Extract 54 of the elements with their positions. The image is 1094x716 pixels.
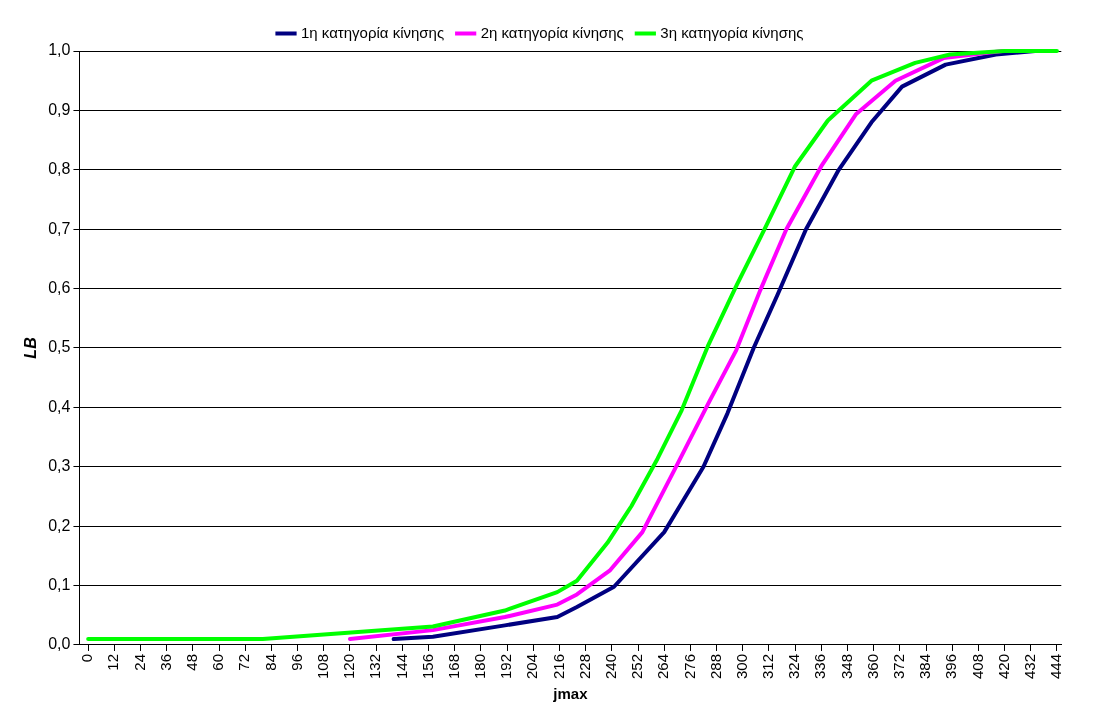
x-tick-label: 48 xyxy=(183,653,201,671)
x-tick-label: 156 xyxy=(418,653,436,679)
legend-label: 1η κατηγορία κίνησης xyxy=(301,23,445,41)
x-tick-label: 408 xyxy=(968,653,986,679)
x-tick-label: 420 xyxy=(994,653,1012,679)
y-tick-label: 0,0 xyxy=(48,635,71,653)
x-tick-label: 180 xyxy=(471,653,489,679)
x-tick-label: 396 xyxy=(942,653,960,679)
x-tick-label: 12 xyxy=(104,653,122,671)
x-tick-label: 240 xyxy=(601,653,619,679)
x-tick-label: 204 xyxy=(523,653,541,679)
legend-label: 3η κατηγορία κίνησης xyxy=(660,23,804,41)
x-tick-label: 144 xyxy=(392,653,410,679)
x-tick-label: 0 xyxy=(78,653,96,663)
x-tick-label: 336 xyxy=(811,653,829,679)
x-tick-label: 228 xyxy=(575,653,593,679)
x-tick-label: 324 xyxy=(785,653,803,679)
y-tick-label: 0,4 xyxy=(48,397,71,415)
x-tick-label: 312 xyxy=(759,653,777,679)
x-tick-label: 36 xyxy=(156,653,174,671)
y-tick-label: 0,8 xyxy=(48,160,71,178)
x-tick-label: 216 xyxy=(549,653,567,679)
x-tick-label: 288 xyxy=(706,653,724,679)
x-tick-label: 384 xyxy=(916,653,934,679)
y-tick-label: 0,9 xyxy=(48,100,71,118)
x-tick-label: 348 xyxy=(837,653,855,679)
x-tick-label: 96 xyxy=(287,653,305,671)
x-tick-label: 444 xyxy=(1047,653,1065,679)
y-tick-label: 0,2 xyxy=(48,516,71,534)
x-tick-label: 60 xyxy=(209,653,227,671)
x-tick-label: 84 xyxy=(261,653,279,671)
x-tick-label: 276 xyxy=(680,653,698,679)
x-tick-label: 192 xyxy=(497,653,515,679)
x-tick-label: 24 xyxy=(130,653,148,671)
x-tick-label: 432 xyxy=(1020,653,1038,679)
y-axis-title: LB xyxy=(22,337,40,359)
x-tick-label: 360 xyxy=(863,653,881,679)
y-tick-label: 1,0 xyxy=(48,41,71,59)
x-tick-label: 132 xyxy=(366,653,384,679)
x-tick-label: 264 xyxy=(654,653,672,679)
y-tick-label: 0,1 xyxy=(48,575,71,593)
x-tick-label: 300 xyxy=(732,653,750,679)
x-tick-label: 108 xyxy=(313,653,331,679)
y-tick-label: 0,6 xyxy=(48,279,71,296)
y-tick-label: 0,5 xyxy=(48,338,71,356)
x-tick-label: 120 xyxy=(340,653,358,679)
y-tick-label: 0,3 xyxy=(48,457,71,475)
x-tick-label: 252 xyxy=(628,653,646,679)
x-tick-label: 72 xyxy=(235,653,253,671)
x-axis-title: jmax xyxy=(552,685,589,703)
x-tick-label: 168 xyxy=(444,653,462,679)
y-tick-label: 0,7 xyxy=(48,219,71,237)
legend-label: 2η κατηγορία κίνησης xyxy=(480,23,624,41)
x-tick-label: 372 xyxy=(889,653,907,679)
